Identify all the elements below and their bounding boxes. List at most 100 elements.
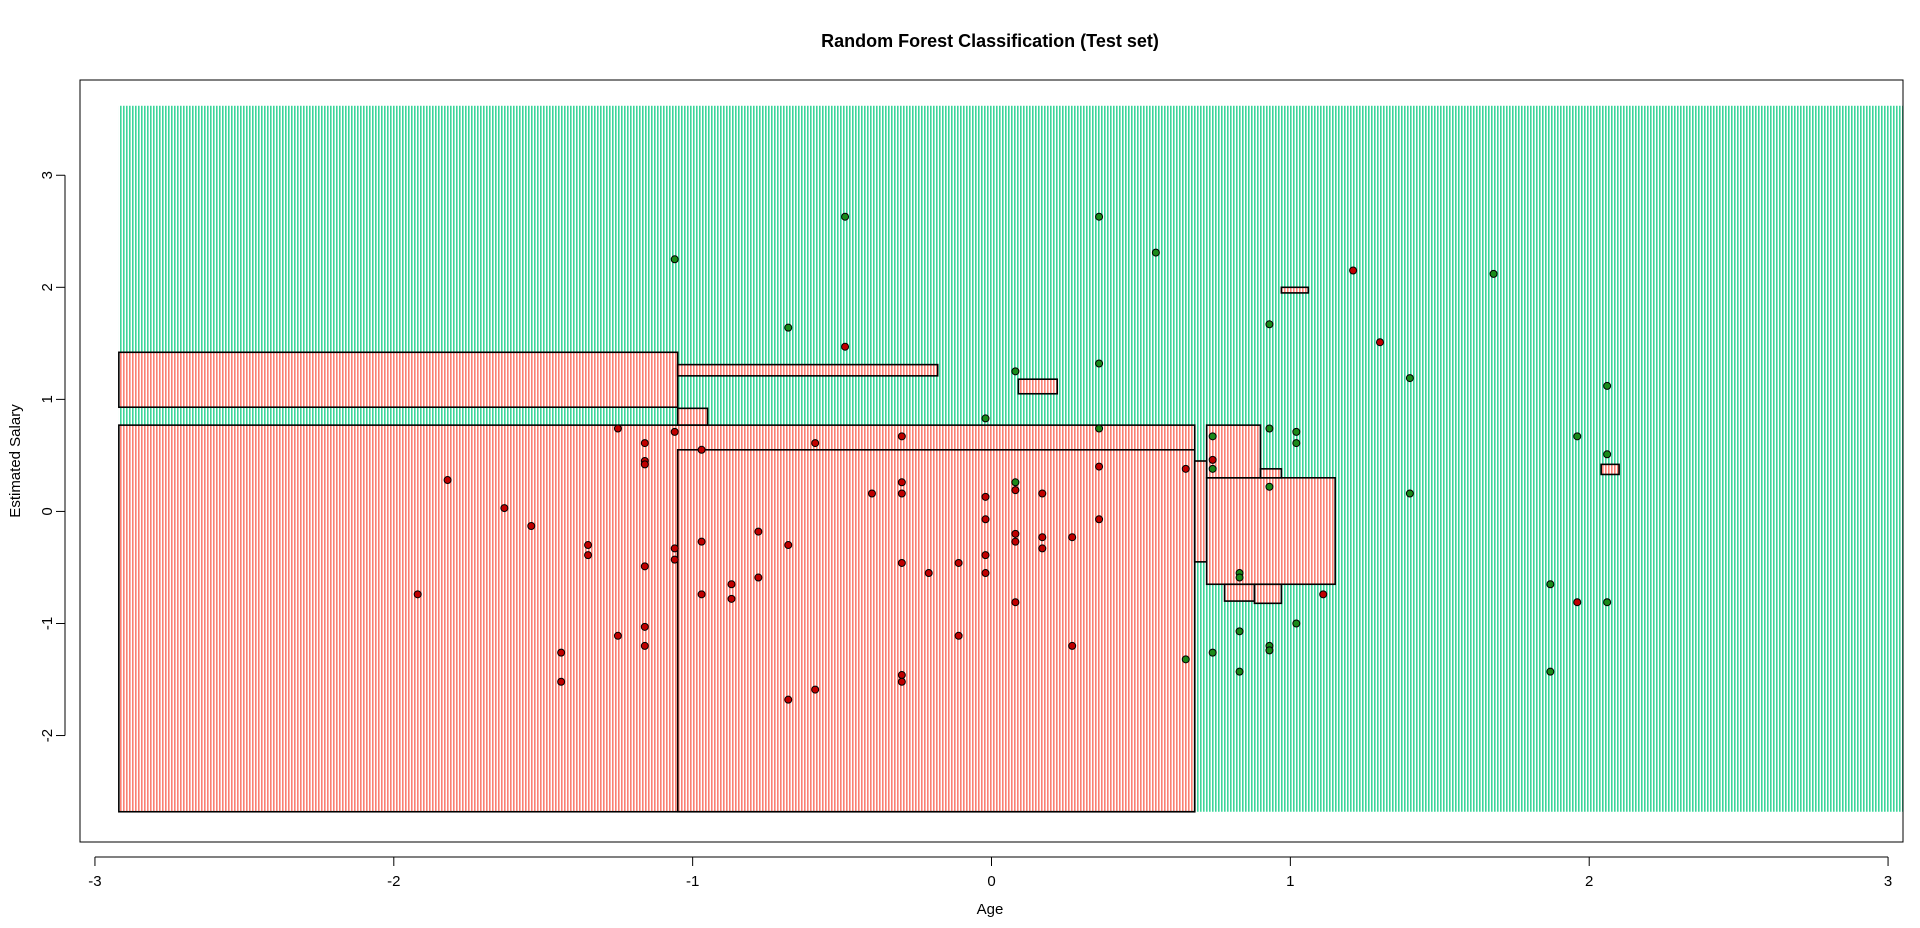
point-class-1 bbox=[1181, 655, 1190, 664]
point-class-0 bbox=[981, 492, 990, 501]
point-class-0 bbox=[1376, 338, 1385, 347]
point-class-1 bbox=[981, 414, 990, 423]
x-tick-label: 3 bbox=[1884, 873, 1892, 890]
point-class-1 bbox=[1292, 619, 1301, 628]
region-boundary bbox=[1280, 286, 1310, 294]
point-class-0 bbox=[954, 631, 963, 640]
x-tick-label: -2 bbox=[387, 873, 400, 890]
point-class-0 bbox=[897, 671, 906, 680]
region-boundary bbox=[1600, 463, 1620, 476]
point-class-0 bbox=[584, 541, 593, 550]
y-tick-label: 0 bbox=[39, 507, 56, 515]
point-class-0 bbox=[1038, 489, 1047, 498]
point-class-0 bbox=[811, 439, 820, 448]
point-class-0 bbox=[1068, 533, 1077, 542]
point-class-0 bbox=[697, 590, 706, 599]
point-class-0 bbox=[1095, 515, 1104, 524]
y-tick-label: 3 bbox=[39, 171, 56, 179]
x-tick-label: 1 bbox=[1286, 873, 1294, 890]
point-class-0 bbox=[754, 527, 763, 536]
region-class-0 bbox=[677, 408, 708, 426]
point-class-0 bbox=[1038, 544, 1047, 553]
point-class-0 bbox=[1011, 598, 1020, 607]
point-class-0 bbox=[867, 489, 876, 498]
region-class-0 bbox=[1224, 584, 1255, 602]
point-class-0 bbox=[670, 555, 679, 564]
point-class-1 bbox=[1011, 478, 1020, 487]
region-boundary bbox=[118, 351, 679, 409]
point-class-0 bbox=[897, 432, 906, 441]
point-class-0 bbox=[640, 622, 649, 631]
point-class-0 bbox=[640, 562, 649, 571]
y-tick-label: -1 bbox=[39, 617, 56, 630]
point-class-0 bbox=[557, 648, 566, 657]
point-class-0 bbox=[670, 427, 679, 436]
point-class-1 bbox=[1095, 424, 1104, 433]
point-class-0 bbox=[1181, 464, 1190, 473]
point-class-0 bbox=[1038, 533, 1047, 542]
point-class-1 bbox=[1573, 432, 1582, 441]
point-class-0 bbox=[1208, 455, 1217, 464]
point-class-0 bbox=[640, 439, 649, 448]
point-class-0 bbox=[640, 641, 649, 650]
point-class-0 bbox=[1319, 590, 1328, 599]
point-class-0 bbox=[784, 541, 793, 550]
x-tick-label: 2 bbox=[1585, 873, 1593, 890]
point-class-1 bbox=[1292, 427, 1301, 436]
point-class-1 bbox=[1235, 627, 1244, 636]
y-tick-label: -2 bbox=[39, 729, 56, 742]
point-class-0 bbox=[1068, 641, 1077, 650]
point-class-0 bbox=[557, 677, 566, 686]
point-class-1 bbox=[1095, 359, 1104, 368]
point-class-0 bbox=[640, 460, 649, 469]
point-class-1 bbox=[1151, 248, 1160, 257]
point-class-0 bbox=[954, 558, 963, 567]
point-class-1 bbox=[1546, 667, 1555, 676]
region-boundary bbox=[676, 363, 939, 377]
y-tick-label: 1 bbox=[39, 395, 56, 403]
point-class-0 bbox=[981, 569, 990, 578]
region-class-0 bbox=[1018, 379, 1058, 394]
point-class-1 bbox=[1208, 432, 1217, 441]
point-class-0 bbox=[500, 504, 509, 513]
x-tick-label: -1 bbox=[686, 873, 699, 890]
y-tick-label: 2 bbox=[39, 283, 56, 291]
point-class-0 bbox=[413, 590, 422, 599]
point-class-1 bbox=[1405, 489, 1414, 498]
point-class-1 bbox=[1546, 580, 1555, 589]
point-class-0 bbox=[1011, 537, 1020, 546]
point-class-1 bbox=[1265, 424, 1274, 433]
region-class-0 bbox=[1260, 468, 1282, 478]
point-class-1 bbox=[1265, 646, 1274, 655]
x-axis-label: Age bbox=[977, 901, 1004, 918]
point-class-1 bbox=[1095, 212, 1104, 221]
point-class-0 bbox=[924, 569, 933, 578]
point-class-0 bbox=[613, 424, 622, 433]
point-class-0 bbox=[1011, 529, 1020, 538]
point-class-0 bbox=[697, 537, 706, 546]
region-boundary bbox=[1253, 583, 1283, 605]
point-class-0 bbox=[981, 515, 990, 524]
point-class-0 bbox=[527, 521, 536, 530]
y-axis: -2 -1 0 1 2 3 bbox=[39, 171, 66, 742]
point-class-1 bbox=[1489, 269, 1498, 278]
point-class-0 bbox=[443, 476, 452, 485]
point-class-0 bbox=[1573, 598, 1582, 607]
point-class-0 bbox=[897, 478, 906, 487]
point-class-0 bbox=[754, 573, 763, 582]
point-class-0 bbox=[670, 544, 679, 553]
point-class-1 bbox=[1603, 450, 1612, 459]
point-class-1 bbox=[1208, 464, 1217, 473]
point-class-0 bbox=[897, 677, 906, 686]
point-class-0 bbox=[727, 580, 736, 589]
point-class-0 bbox=[1095, 462, 1104, 471]
point-class-1 bbox=[1265, 320, 1274, 329]
plot-frame bbox=[79, 79, 1904, 843]
point-class-1 bbox=[1603, 598, 1612, 607]
decision-regions bbox=[118, 105, 1903, 813]
y-axis-label: Estimated Salary bbox=[7, 404, 24, 518]
region-class-0 bbox=[1281, 287, 1309, 293]
point-class-1 bbox=[841, 212, 850, 221]
point-class-1 bbox=[670, 255, 679, 264]
